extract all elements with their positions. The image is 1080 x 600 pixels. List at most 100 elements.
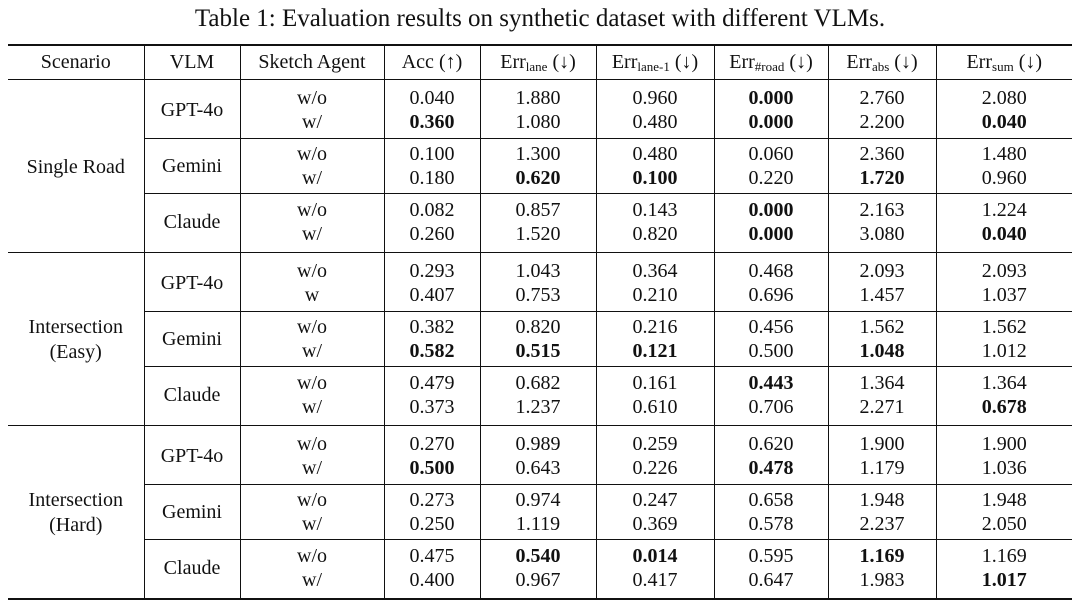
err-lane-value: 0.682 bbox=[515, 372, 561, 394]
err-sum-value: 0.678 bbox=[981, 396, 1027, 418]
header-acc-arrow: (↑) bbox=[438, 51, 463, 73]
acc-value: 0.100 bbox=[409, 143, 455, 165]
table-row: Claude w/o w/0.082 0.260 0.857 1.520 0.143 0.82… bbox=[8, 193, 1072, 253]
scenario-section: Single Road GPT-4o w/o w/0.040 0.360 1.880 1.0… bbox=[8, 79, 1072, 253]
err-road-value: 0.000 bbox=[748, 223, 794, 245]
sketch-agent-cell: w/o w/ bbox=[240, 311, 385, 367]
err-lane-value: 1.043 bbox=[515, 260, 561, 282]
err-lane1-value: 0.014 bbox=[632, 545, 678, 567]
err-road-value: 0.706 bbox=[748, 396, 794, 418]
err-sum-value: 1.169 bbox=[981, 545, 1027, 567]
table-row: Claude w/o w/0.479 0.373 0.682 1.237 0.161 0.61… bbox=[8, 366, 1072, 426]
sketch-agent-value: w/ bbox=[302, 111, 322, 133]
vlm-name: Claude bbox=[144, 539, 241, 599]
acc-cell: 0.270 0.500 bbox=[384, 425, 481, 485]
err-road-value: 0.443 bbox=[748, 372, 794, 394]
err-sum-value: 1.562 bbox=[981, 316, 1027, 338]
acc-cell: 0.082 0.260 bbox=[384, 193, 481, 253]
table-row: Single Road GPT-4o w/o w/0.040 0.360 1.880 1.0… bbox=[8, 79, 1072, 253]
err-sum-value: 1.364 bbox=[981, 372, 1027, 394]
err-abs-value: 1.048 bbox=[859, 340, 905, 362]
err-lane-value: 1.300 bbox=[515, 143, 561, 165]
err-lane1-cell: 0.960 0.480 bbox=[596, 79, 715, 139]
err-lane1-value: 0.820 bbox=[632, 223, 678, 245]
sketch-agent-cell: w/o w/ bbox=[240, 193, 385, 253]
vlm-name: Gemini bbox=[144, 311, 241, 367]
scenario-name-line: Single Road bbox=[26, 155, 125, 178]
sketch-agent-cell: w/o w/ bbox=[240, 484, 385, 540]
err-lane1-value: 0.216 bbox=[632, 316, 678, 338]
err-abs-value: 1.948 bbox=[859, 489, 905, 511]
err-lane-cell: 0.540 0.967 bbox=[480, 539, 597, 599]
header-err-sum-arrow: (↓) bbox=[1018, 51, 1043, 73]
err-lane-cell: 0.857 1.520 bbox=[480, 193, 597, 253]
err-road-value: 0.658 bbox=[748, 489, 794, 511]
err-lane-cell: 1.300 0.620 bbox=[480, 138, 597, 194]
acc-cell: 0.293 0.407 bbox=[384, 252, 481, 312]
err-lane-value: 0.643 bbox=[515, 457, 561, 479]
acc-value: 0.260 bbox=[409, 223, 455, 245]
acc-value: 0.040 bbox=[409, 87, 455, 109]
err-sum-value: 1.224 bbox=[981, 199, 1027, 221]
err-lane1-value: 0.259 bbox=[632, 433, 678, 455]
acc-value: 0.180 bbox=[409, 167, 455, 189]
table-row: Gemini w/o w/0.382 0.582 0.820 0.515 0.216 0.12… bbox=[8, 311, 1072, 367]
err-lane-cell: 1.880 1.080 bbox=[480, 79, 597, 139]
err-road-value: 0.000 bbox=[748, 199, 794, 221]
table-caption: Table 1: Evaluation results on synthetic… bbox=[194, 5, 886, 32]
err-lane-value: 0.857 bbox=[515, 199, 561, 221]
scenario-section: Intersection (Easy) GPT-4o w/o w 0.293 0.407 1.… bbox=[8, 252, 1072, 426]
sketch-agent-value: w/o bbox=[297, 199, 327, 221]
sketch-agent-value: w/ bbox=[302, 457, 322, 479]
scenario-name-line: (Easy) bbox=[49, 341, 102, 363]
err-lane-value: 0.620 bbox=[515, 167, 561, 189]
err-sum-value: 1.948 bbox=[981, 489, 1027, 511]
err-lane1-cell: 0.480 0.100 bbox=[596, 138, 715, 194]
sketch-agent-value: w/ bbox=[302, 396, 322, 418]
err-road-value: 0.647 bbox=[748, 569, 794, 591]
err-road-value: 0.220 bbox=[748, 167, 794, 189]
err-lane-value: 0.540 bbox=[515, 545, 561, 567]
acc-value: 0.479 bbox=[409, 372, 455, 394]
err-abs-cell: 2.360 1.720 bbox=[828, 138, 937, 194]
header-err-sum: Errsum (↓) bbox=[936, 44, 1072, 80]
err-lane-cell: 0.820 0.515 bbox=[480, 311, 597, 367]
header-err-lane-label: Err bbox=[500, 51, 526, 73]
err-abs-value: 1.179 bbox=[859, 457, 905, 479]
err-abs-cell: 2.760 2.200 bbox=[828, 79, 937, 139]
header-err-sum-label: Err bbox=[966, 51, 993, 73]
acc-cell: 0.382 0.582 bbox=[384, 311, 481, 367]
sketch-agent-value: w/ bbox=[302, 223, 322, 245]
scenario-name: Intersection (Easy) bbox=[8, 252, 145, 426]
table-row: Claude w/o w/0.475 0.400 0.540 0.967 0.014 0.41… bbox=[8, 539, 1072, 599]
err-lane-cell: 0.682 1.237 bbox=[480, 366, 597, 426]
acc-value: 0.273 bbox=[409, 489, 455, 511]
err-sum-cell: 1.364 0.678 bbox=[936, 366, 1072, 426]
err-abs-cell: 2.093 1.457 bbox=[828, 252, 937, 312]
sketch-agent-cell: w/o w/ bbox=[240, 425, 385, 485]
err-road-cell: 0.658 0.578 bbox=[714, 484, 829, 540]
sketch-agent-value: w/o bbox=[297, 433, 327, 455]
err-lane1-value: 0.100 bbox=[632, 167, 678, 189]
header-err-lane1: Errlane-1 (↓) bbox=[596, 44, 715, 80]
err-road-value: 0.478 bbox=[748, 457, 794, 479]
sketch-agent-cell: w/o w/ bbox=[240, 539, 385, 599]
err-lane1-value: 0.480 bbox=[632, 111, 678, 133]
table-row: Gemini w/o w/0.100 0.180 1.300 0.620 0.480 0.10… bbox=[8, 138, 1072, 194]
sketch-agent-value: w/o bbox=[297, 316, 327, 338]
err-sum-cell: 1.224 0.040 bbox=[936, 193, 1072, 253]
sketch-agent-cell: w/o w/ bbox=[240, 366, 385, 426]
err-road-cell: 0.060 0.220 bbox=[714, 138, 829, 194]
acc-value: 0.500 bbox=[409, 457, 455, 479]
sketch-agent-cell: w/o w bbox=[240, 252, 385, 312]
sketch-agent-cell: w/o w/ bbox=[240, 138, 385, 194]
acc-value: 0.270 bbox=[409, 433, 455, 455]
sketch-agent-value: w/o bbox=[297, 260, 327, 282]
header-err-lane-arrow: (↓) bbox=[552, 51, 576, 73]
vlm-name: Gemini bbox=[144, 484, 241, 540]
err-lane-value: 0.967 bbox=[515, 569, 561, 591]
err-road-value: 0.620 bbox=[748, 433, 794, 455]
err-abs-value: 1.720 bbox=[859, 167, 905, 189]
header-acc: Acc (↑) bbox=[384, 44, 481, 80]
vlm-name: Claude bbox=[144, 366, 241, 426]
